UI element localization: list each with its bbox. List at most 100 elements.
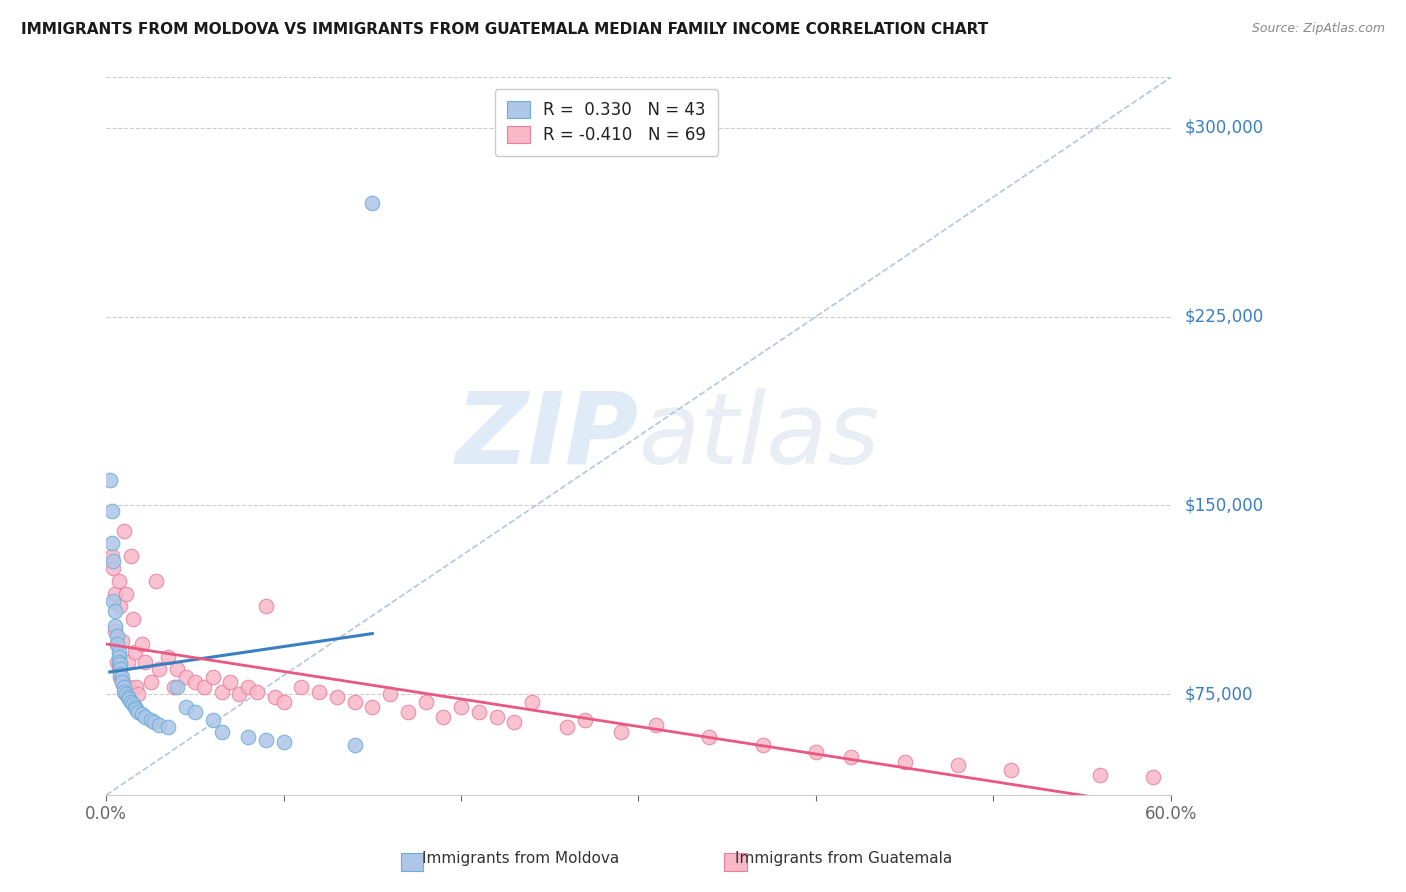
Point: [290, 680, 312, 694]
Point: [111, 674, 134, 689]
Point: [485, 710, 508, 724]
Point: [117, 655, 139, 669]
Point: [201, 713, 224, 727]
Point: [166, 680, 188, 694]
Point: [201, 670, 224, 684]
Point: [946, 757, 969, 772]
Point: [112, 680, 135, 694]
Point: [103, 554, 125, 568]
Point: [125, 702, 148, 716]
Point: [114, 687, 136, 701]
Point: [107, 655, 129, 669]
Text: $300,000: $300,000: [1185, 119, 1264, 136]
Point: [145, 574, 167, 588]
Point: [104, 624, 127, 639]
Point: [105, 637, 128, 651]
Point: [308, 685, 330, 699]
Point: [114, 586, 136, 600]
Point: [107, 574, 129, 588]
Point: [415, 695, 437, 709]
Point: [193, 680, 215, 694]
Point: [273, 695, 295, 709]
Point: [110, 670, 132, 684]
Point: [396, 705, 419, 719]
Point: [107, 649, 129, 664]
Point: [557, 720, 579, 734]
Point: [112, 524, 135, 538]
Point: [110, 662, 132, 676]
Point: [111, 674, 134, 689]
Legend: R =  0.330   N = 43, R = -0.410   N = 69: R = 0.330 N = 43, R = -0.410 N = 69: [495, 89, 718, 156]
Point: [110, 657, 132, 672]
Point: [139, 713, 162, 727]
Point: [112, 685, 135, 699]
Text: $225,000: $225,000: [1185, 308, 1264, 326]
Text: ZIP: ZIP: [456, 388, 638, 484]
Point: [263, 690, 285, 704]
Point: [1088, 768, 1111, 782]
Point: [450, 700, 472, 714]
Point: [157, 720, 180, 734]
Point: [104, 619, 127, 633]
Point: [98, 473, 121, 487]
Point: [468, 705, 491, 719]
Point: [184, 705, 207, 719]
Point: [120, 549, 142, 563]
Point: [520, 695, 543, 709]
Point: [343, 738, 366, 752]
Point: [121, 612, 143, 626]
Point: [125, 680, 148, 694]
Point: [157, 649, 180, 664]
Point: [254, 599, 277, 614]
Point: [143, 714, 166, 729]
Point: [238, 730, 260, 744]
Point: [117, 690, 139, 704]
Point: [326, 690, 349, 704]
Point: [105, 655, 128, 669]
Point: [127, 705, 149, 719]
Point: [111, 634, 134, 648]
Point: [893, 756, 915, 770]
Point: [121, 698, 143, 712]
Point: [361, 700, 384, 714]
Point: [609, 725, 631, 739]
Point: [432, 710, 454, 724]
Point: [105, 629, 128, 643]
Point: [127, 687, 149, 701]
Point: [1142, 771, 1164, 785]
Point: [104, 586, 127, 600]
Point: [163, 680, 186, 694]
Text: Source: ZipAtlas.com: Source: ZipAtlas.com: [1251, 22, 1385, 36]
Point: [100, 536, 122, 550]
Point: [124, 700, 146, 714]
Text: Immigrants from Moldova: Immigrants from Moldova: [422, 851, 619, 865]
Point: [118, 692, 141, 706]
Point: [804, 745, 827, 759]
Point: [107, 644, 129, 658]
Point: [134, 655, 156, 669]
Point: [228, 687, 250, 701]
Point: [100, 503, 122, 517]
Point: [254, 732, 277, 747]
Point: [148, 717, 170, 731]
Point: [131, 707, 153, 722]
Point: [699, 730, 721, 744]
Point: [103, 561, 125, 575]
Point: [110, 667, 132, 681]
Point: [219, 674, 242, 689]
Text: Immigrants from Guatemala: Immigrants from Guatemala: [735, 851, 952, 865]
Point: [120, 695, 142, 709]
Point: [503, 714, 526, 729]
Point: [100, 549, 122, 563]
Point: [103, 594, 125, 608]
Point: [574, 713, 596, 727]
Point: [184, 674, 207, 689]
Point: [112, 680, 135, 694]
Point: [118, 680, 141, 694]
Point: [166, 662, 188, 676]
Point: [110, 599, 132, 614]
Point: [246, 685, 269, 699]
Point: [107, 662, 129, 676]
Point: [131, 637, 153, 651]
Point: [148, 662, 170, 676]
